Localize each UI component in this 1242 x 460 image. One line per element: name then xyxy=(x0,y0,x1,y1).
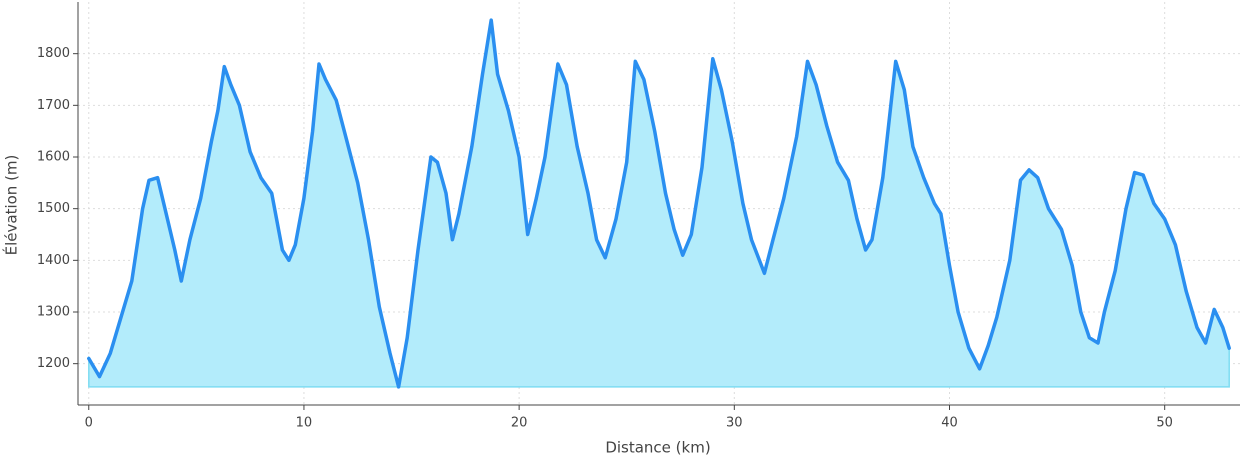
y-tick-label: 1800 xyxy=(37,46,70,61)
elevation-area xyxy=(88,19,1230,388)
x-tick-label: 30 xyxy=(726,416,743,431)
x-tick-label: 50 xyxy=(1156,416,1173,431)
y-tick-label: 1500 xyxy=(37,201,70,216)
x-axis-label: Distance (km) xyxy=(605,439,710,457)
elevation-line xyxy=(87,18,1231,389)
x-tick-label: 40 xyxy=(941,416,958,431)
y-tick-label: 1200 xyxy=(37,356,70,371)
x-tick-label: 10 xyxy=(296,416,313,431)
y-tick-label: 1700 xyxy=(37,98,70,113)
y-axis-label: Élévation (m) xyxy=(2,155,21,256)
y-tick-label: 1600 xyxy=(37,150,70,165)
y-tick-label: 1300 xyxy=(37,305,70,320)
x-tick-label: 0 xyxy=(85,416,93,431)
x-tick-label: 20 xyxy=(511,416,528,431)
y-tick-label: 1400 xyxy=(37,253,70,268)
